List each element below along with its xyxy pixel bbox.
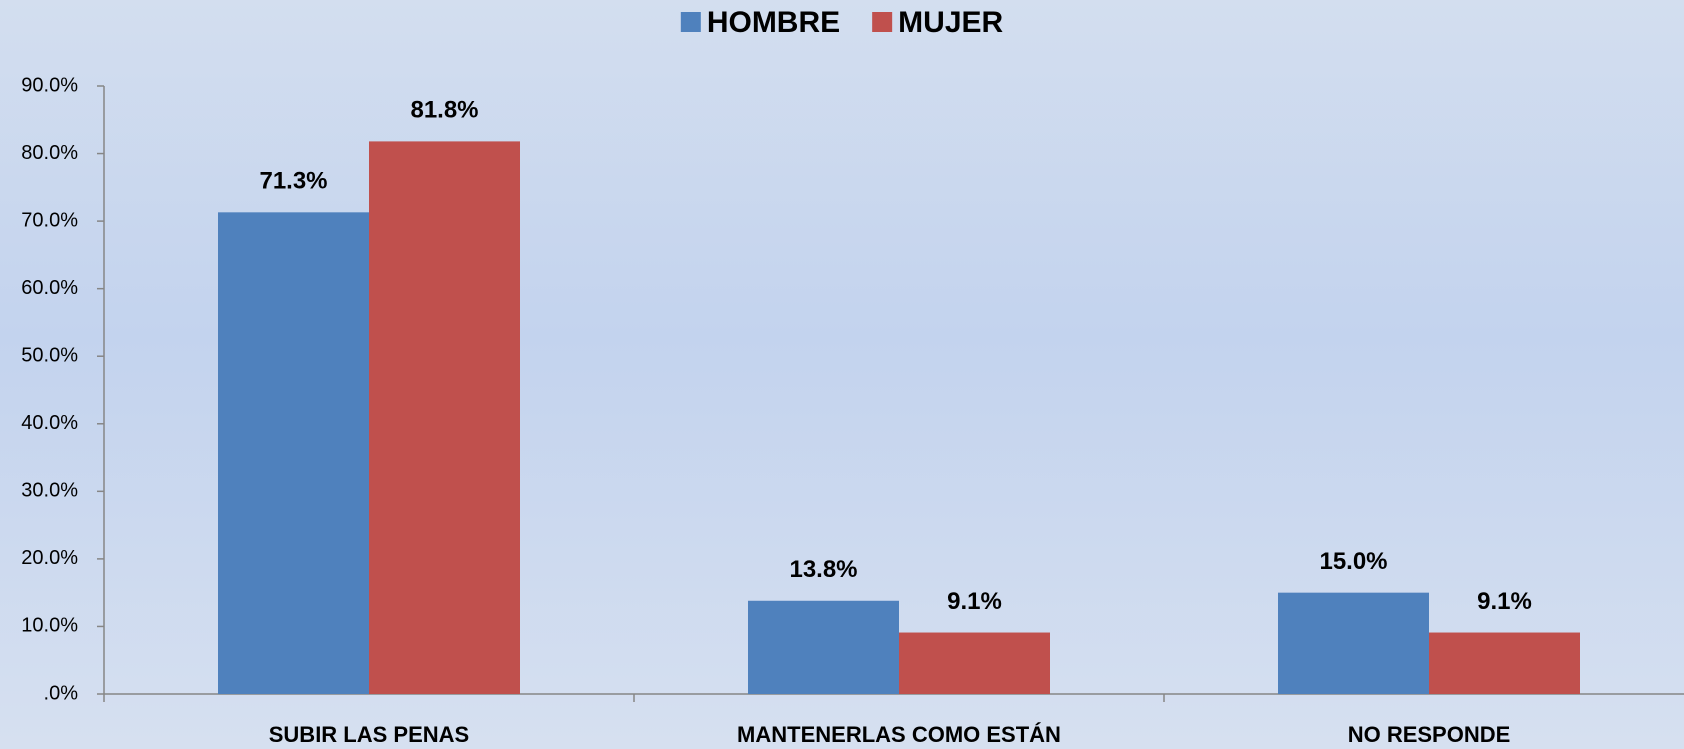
legend-label: HOMBRE <box>707 6 840 39</box>
data-label: 9.1% <box>1477 588 1532 615</box>
x-tick-label: NO RESPONDE <box>1348 722 1511 747</box>
data-label: 15.0% <box>1319 548 1387 575</box>
bar <box>1278 592 1429 694</box>
legend: HOMBRE MUJER <box>680 6 1004 39</box>
bar <box>218 212 369 694</box>
y-tick-label: 60.0% <box>21 277 78 299</box>
y-tick-label: .0% <box>44 682 79 704</box>
y-tick-label: 20.0% <box>21 547 78 569</box>
bar <box>1429 632 1580 694</box>
bar <box>369 141 520 694</box>
data-label: 9.1% <box>947 588 1002 615</box>
y-tick-label: 90.0% <box>21 74 78 96</box>
y-tick-label: 50.0% <box>21 345 78 367</box>
y-tick-label: 80.0% <box>21 142 78 164</box>
y-tick-label: 40.0% <box>21 412 78 434</box>
bar <box>899 632 1050 694</box>
x-tick-label: SUBIR LAS PENAS <box>269 722 469 747</box>
x-tick-label: MANTENERLAS COMO ESTÁN <box>737 722 1061 747</box>
data-label: 71.3% <box>259 168 327 195</box>
data-label: 13.8% <box>789 556 857 583</box>
data-label: 81.8% <box>410 97 478 124</box>
legend-label: MUJER <box>898 6 1003 39</box>
y-tick-label: 30.0% <box>21 480 78 502</box>
legend-swatch <box>680 12 701 32</box>
bar <box>748 600 899 694</box>
y-tick-label: 10.0% <box>21 615 78 637</box>
legend-swatch <box>872 12 893 32</box>
y-tick-label: 70.0% <box>21 209 78 231</box>
